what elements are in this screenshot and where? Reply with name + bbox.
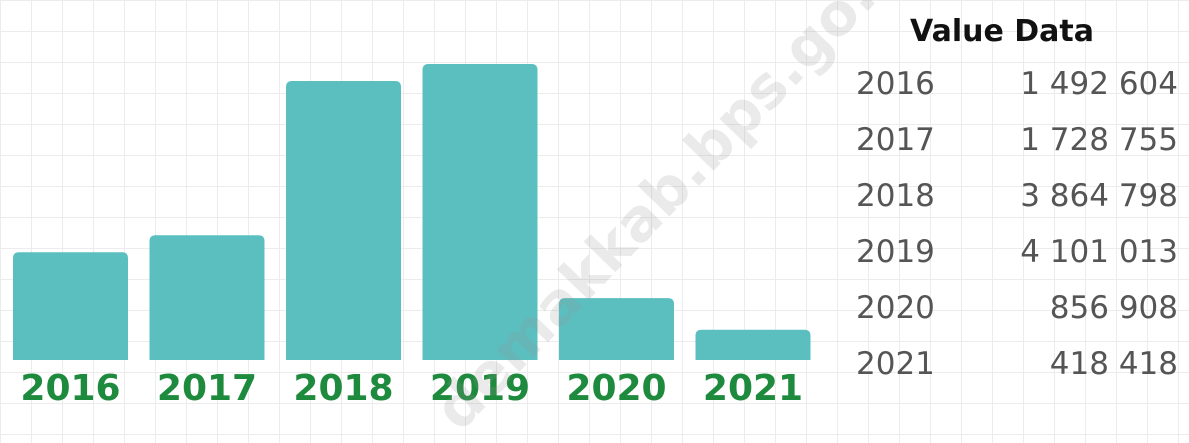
x-tick-label: 2017 <box>157 368 257 408</box>
bar-2016 <box>13 252 128 360</box>
table-year: 2016 <box>856 66 935 102</box>
table-year: 2020 <box>856 290 935 326</box>
table-row: 2020 856 908 <box>842 286 1178 330</box>
table-value: 4 101 013 <box>1020 234 1178 270</box>
table-value: 856 908 <box>1049 290 1178 326</box>
bar-2018 <box>286 81 401 361</box>
value-data-table: Value Data 2016 1 492 604 2017 1 728 755… <box>842 0 1189 408</box>
table-value: 1 492 604 <box>1020 66 1178 102</box>
x-tick-label: 2016 <box>20 368 120 408</box>
bar-2020 <box>559 298 674 360</box>
table-row: 2016 1 492 604 <box>842 62 1178 106</box>
bar-2017 <box>149 235 265 360</box>
x-tick-label: 2020 <box>566 368 666 408</box>
table-value: 3 864 798 <box>1020 178 1178 214</box>
table-row: 2018 3 864 798 <box>842 174 1178 218</box>
bar-2021 <box>695 329 811 360</box>
table-value: 1 728 755 <box>1020 122 1178 158</box>
table-row: 2021 418 418 <box>842 342 1178 386</box>
bar-2019 <box>422 64 538 360</box>
table-year: 2017 <box>856 122 935 158</box>
x-tick-label: 2018 <box>293 368 393 408</box>
x-tick-label: 2019 <box>430 368 530 408</box>
table-year: 2018 <box>856 178 935 214</box>
table-value: 418 418 <box>1049 346 1178 382</box>
table-year: 2019 <box>856 234 935 270</box>
table-row: 2017 1 728 755 <box>842 118 1178 162</box>
table-title: Value Data <box>910 14 1094 49</box>
bar-chart: 2016 2017 2018 2019 2020 2021 <box>13 64 811 408</box>
table-year: 2021 <box>856 346 935 382</box>
x-tick-label: 2021 <box>703 368 803 408</box>
table-row: 2019 4 101 013 <box>842 230 1178 274</box>
